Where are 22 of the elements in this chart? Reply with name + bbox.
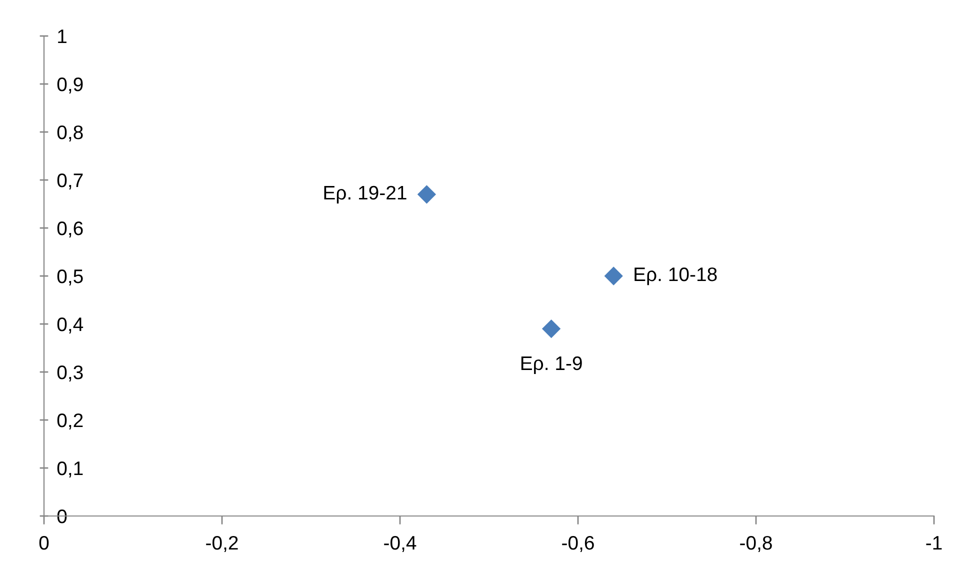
annotation: Ερ. 19-21 [324,186,406,204]
y-tick-label: 0,7 [57,173,83,190]
x-tick-label: -0,6 [562,536,594,552]
x-tick-label: -0,4 [384,536,416,552]
y-tick-label: 0,8 [57,125,83,142]
y-tick-label: 0,6 [57,221,83,238]
x-tick-label: 0 [39,536,49,550]
y-tick-label: 0,2 [57,413,83,430]
point [417,185,436,204]
y-tick-label: 0,3 [57,365,83,382]
y-tick-label: 0,9 [57,77,83,94]
y-tick-label: 1 [58,30,66,44]
x-tick-label: -1 [926,536,942,550]
point [604,266,623,286]
y-tick-label: 0,5 [57,269,83,286]
y-tick-label: 0,1 [57,461,83,478]
annotation: Ερ. 10-18 [634,267,717,286]
y-tick-label: 0,4 [57,317,84,334]
x-tick-label: -0,8 [740,536,772,552]
annotation: Ερ. 1-9 [521,356,582,374]
x-tick-label: -0,2 [206,536,238,552]
point [542,319,561,338]
